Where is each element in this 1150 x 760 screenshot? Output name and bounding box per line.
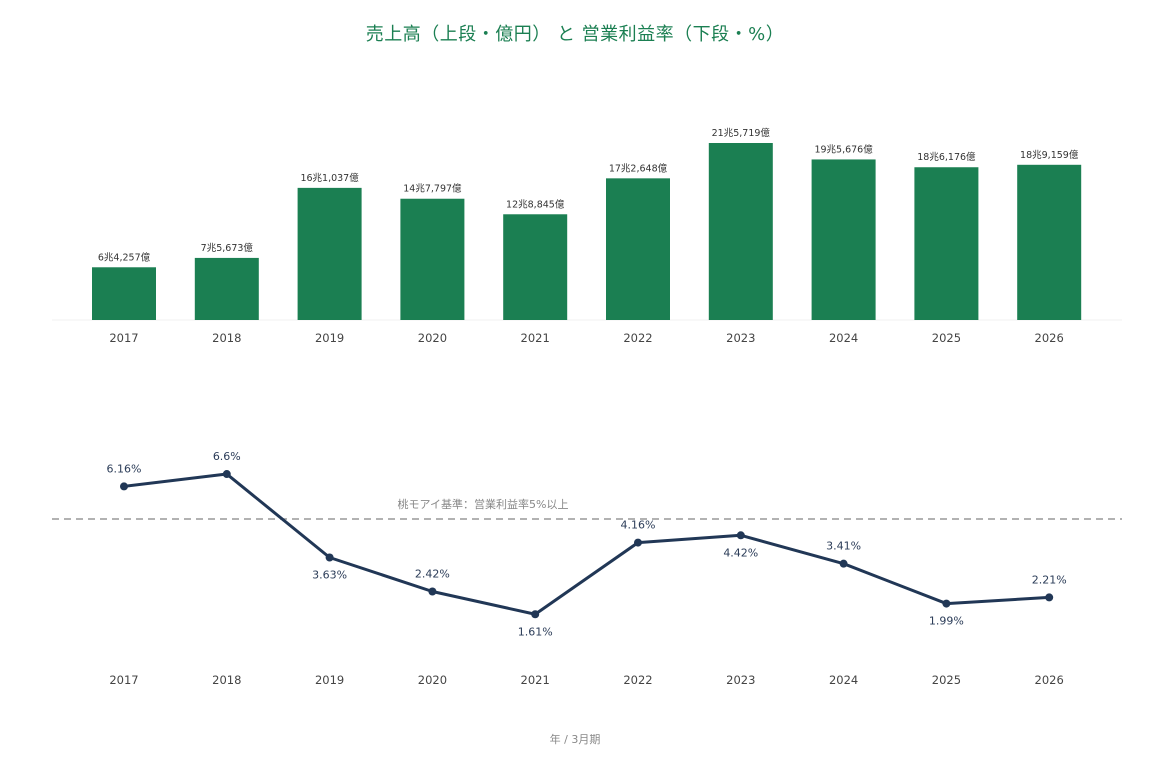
line-x-tick-label: 2017 [109, 673, 138, 687]
line-x-tick-label: 2023 [726, 673, 755, 687]
bar-x-tick-label: 2024 [829, 331, 858, 345]
line-x-tick-label: 2021 [521, 673, 550, 687]
bar-x-tick-label: 2022 [623, 331, 652, 345]
line-x-tick-label: 2025 [932, 673, 961, 687]
bar-2023 [708, 143, 773, 320]
line-point-2018 [222, 470, 231, 479]
bar-2020 [400, 198, 465, 320]
line-point-2021 [531, 610, 540, 619]
line-value-label: 2.42% [415, 567, 450, 580]
bar-x-tick-label: 2020 [418, 331, 447, 345]
line-value-label: 6.6% [213, 450, 241, 463]
bar-value-label: 19兆5,676億 [814, 143, 873, 155]
line-value-label: 1.61% [518, 625, 553, 638]
line-point-2017 [120, 482, 128, 491]
line-value-label: 4.42% [723, 546, 758, 559]
line-x-tick-label: 2024 [829, 673, 858, 687]
bar-2019 [297, 187, 362, 320]
bar-2021 [503, 214, 568, 320]
bar-x-tick-label: 2019 [315, 331, 344, 345]
operating-margin-line [123, 472, 1050, 616]
bar-2025 [914, 167, 979, 320]
line-point-2023 [736, 531, 745, 540]
line-point-2020 [428, 587, 437, 596]
bar-x-tick-label: 2018 [212, 331, 241, 345]
bar-value-label: 18兆6,176億 [917, 151, 976, 163]
line-point-2019 [325, 553, 334, 562]
bar-x-tick-label: 2017 [109, 331, 138, 345]
bar-value-label: 16兆1,037億 [300, 172, 359, 184]
bar-chart: 6兆4,257億 2017 7兆5,673億 2018 16兆1,037億 2019 14兆… [52, 127, 1122, 345]
bar-2024 [811, 159, 876, 320]
line-value-label: 3.63% [312, 568, 347, 581]
bar-value-label: 14兆7,797億 [403, 183, 462, 195]
bar-value-label: 7兆5,673億 [201, 242, 254, 254]
line-value-label: 6.16% [107, 462, 142, 475]
x-axis-title: 年 / 3月期 [549, 733, 601, 746]
line-x-tick-label: 2019 [315, 673, 344, 687]
line-point-2026 [1045, 593, 1054, 602]
bar-value-label: 21兆5,719億 [712, 127, 771, 139]
bar-value-label: 17兆2,648億 [609, 162, 668, 174]
line-chart: 桃モアイ基準：営業利益率5%以上 6.16% 2017 6.6% 2018 3.63% 20… [52, 450, 1122, 687]
bar-2017 [92, 267, 156, 320]
line-point-2024 [839, 559, 848, 568]
line-x-tick-label: 2018 [212, 673, 241, 687]
line-value-label: 3.41% [826, 540, 861, 553]
line-x-tick-label: 2022 [623, 673, 652, 687]
line-x-tick-label: 2020 [418, 673, 447, 687]
line-value-label: 2.21% [1032, 573, 1067, 586]
bar-value-label: 12兆8,845億 [506, 198, 565, 210]
bar-value-label: 6兆4,257億 [98, 251, 151, 263]
bar-2018 [194, 257, 259, 320]
bar-x-tick-label: 2021 [521, 331, 550, 345]
chart-title: 売上高（上段・億円） と 営業利益率（下段・%） [365, 24, 785, 45]
line-point-2022 [634, 538, 642, 547]
line-value-label: 1.99% [929, 615, 964, 628]
bar-2022 [606, 178, 670, 320]
reference-line-label: 桃モアイ基準：営業利益率5%以上 [398, 497, 569, 511]
line-x-tick-label: 2026 [1035, 673, 1064, 687]
bar-2026 [1017, 164, 1082, 320]
bar-value-label: 18兆9,159億 [1020, 149, 1079, 161]
line-point-2025 [942, 599, 951, 608]
line-value-label: 4.16% [621, 519, 656, 532]
bar-x-tick-label: 2023 [726, 331, 755, 345]
bar-x-tick-label: 2026 [1035, 331, 1064, 345]
bar-x-tick-label: 2025 [932, 331, 961, 345]
